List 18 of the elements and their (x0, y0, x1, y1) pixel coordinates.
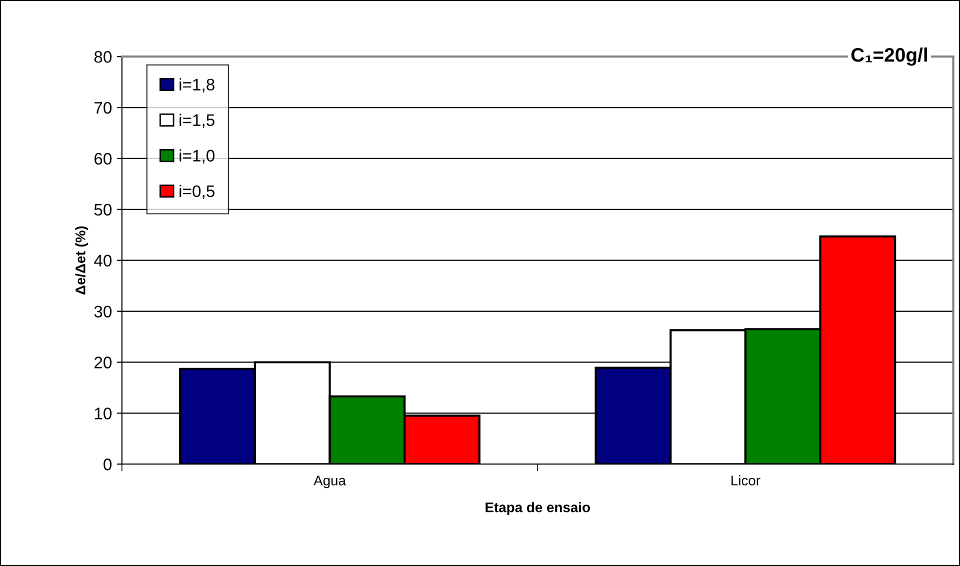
y-tick-label: 40 (94, 254, 112, 267)
x-tick-label: Licor (732, 475, 760, 486)
y-tick-label: 50 (94, 204, 112, 216)
legend-label: i=1,5 (180, 114, 214, 128)
y-tick-label: 70 (94, 102, 112, 114)
y-tick-label: 60 (94, 152, 112, 165)
y-tick-label: 30 (94, 306, 112, 318)
chart-title: C₁=20g/l (851, 47, 927, 66)
y-tick-label: 0 (104, 458, 112, 470)
legend-label: i=1,0 (180, 149, 214, 164)
y-tick-label: 10 (94, 408, 112, 420)
legend-label: i=0,5 (180, 184, 214, 200)
y-tick-label: 80 (94, 51, 112, 63)
x-tick-label: Agua (314, 476, 346, 488)
legend-label: i=1,8 (180, 78, 214, 92)
y-tick-label: 20 (94, 356, 112, 368)
x-axis-title: Etapa de ensaio (486, 502, 590, 516)
y-axis-title: Δe/Δet (%) (75, 226, 88, 294)
